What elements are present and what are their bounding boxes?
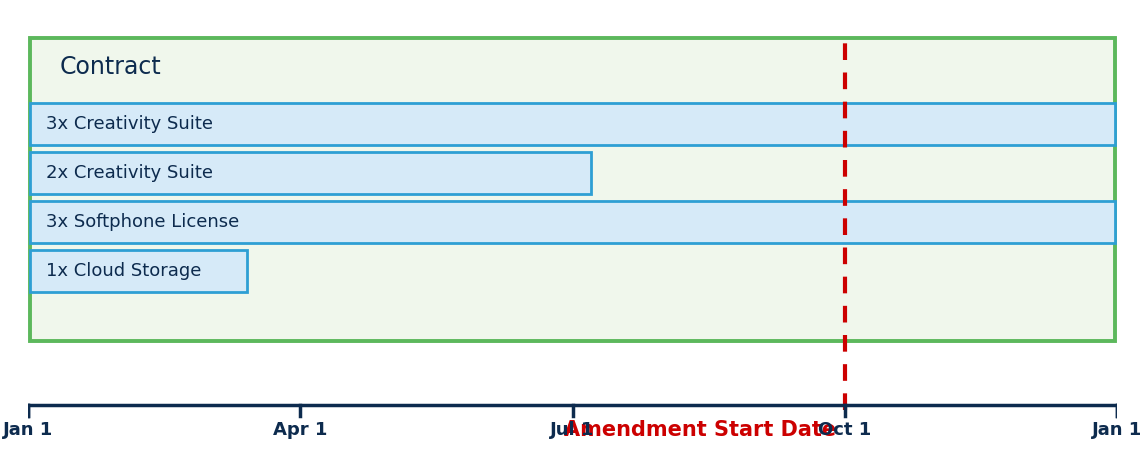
Text: Jan 1: Jan 1 xyxy=(1092,421,1143,439)
Bar xyxy=(30,201,1115,243)
Bar xyxy=(30,103,1115,145)
Bar xyxy=(30,250,247,292)
Text: Jul 1: Jul 1 xyxy=(551,421,594,439)
Bar xyxy=(30,38,1115,341)
Text: Jan 1: Jan 1 xyxy=(2,421,53,439)
Text: Oct 1: Oct 1 xyxy=(819,421,871,439)
Text: 1x Cloud Storage: 1x Cloud Storage xyxy=(46,262,202,280)
Text: Amendment Start Date: Amendment Start Date xyxy=(563,420,836,439)
Bar xyxy=(30,152,591,194)
Text: 3x Creativity Suite: 3x Creativity Suite xyxy=(46,115,213,133)
Text: 2x Creativity Suite: 2x Creativity Suite xyxy=(46,164,213,182)
Text: Apr 1: Apr 1 xyxy=(273,421,327,439)
Text: 3x Softphone License: 3x Softphone License xyxy=(46,213,239,231)
Text: Contract: Contract xyxy=(60,55,161,79)
